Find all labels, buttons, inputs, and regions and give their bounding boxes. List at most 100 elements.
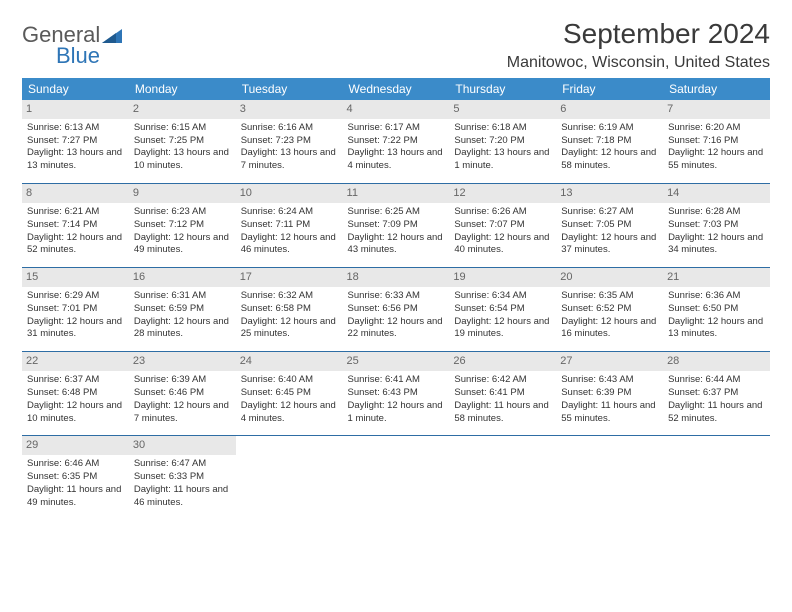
day-content: Sunrise: 6:37 AMSunset: 6:48 PMDaylight:…: [26, 374, 125, 425]
sunrise-text: Sunrise: 6:33 AM: [348, 290, 445, 303]
sunset-text: Sunset: 7:09 PM: [348, 219, 445, 232]
sunrise-text: Sunrise: 6:18 AM: [454, 122, 551, 135]
sunset-text: Sunset: 6:37 PM: [668, 387, 765, 400]
daylight-text: Daylight: 13 hours and 4 minutes.: [348, 147, 445, 173]
daylight-text: Daylight: 12 hours and 25 minutes.: [241, 316, 338, 342]
sunrise-text: Sunrise: 6:19 AM: [561, 122, 658, 135]
sunset-text: Sunset: 6:35 PM: [27, 471, 124, 484]
daylight-text: Daylight: 12 hours and 4 minutes.: [241, 400, 338, 426]
sunset-text: Sunset: 6:33 PM: [134, 471, 231, 484]
day-number: 9: [129, 184, 236, 203]
day-cell: 29Sunrise: 6:46 AMSunset: 6:35 PMDayligh…: [22, 436, 129, 520]
daylight-text: Daylight: 13 hours and 13 minutes.: [27, 147, 124, 173]
sunset-text: Sunset: 7:22 PM: [348, 135, 445, 148]
daylight-text: Daylight: 11 hours and 49 minutes.: [27, 484, 124, 510]
daylight-text: Daylight: 12 hours and 7 minutes.: [134, 400, 231, 426]
header-tuesday: Tuesday: [236, 78, 343, 100]
day-content: Sunrise: 6:17 AMSunset: 7:22 PMDaylight:…: [347, 122, 446, 173]
day-number: 4: [343, 100, 450, 119]
daylight-text: Daylight: 12 hours and 43 minutes.: [348, 232, 445, 258]
calendar-page: General Blue September 2024 Manitowoc, W…: [0, 0, 792, 537]
sunrise-text: Sunrise: 6:15 AM: [134, 122, 231, 135]
sunset-text: Sunset: 6:58 PM: [241, 303, 338, 316]
day-number: 25: [343, 352, 450, 371]
sunset-text: Sunset: 6:52 PM: [561, 303, 658, 316]
sunrise-text: Sunrise: 6:26 AM: [454, 206, 551, 219]
sunrise-text: Sunrise: 6:37 AM: [27, 374, 124, 387]
day-number: 28: [663, 352, 770, 371]
day-cell: 11Sunrise: 6:25 AMSunset: 7:09 PMDayligh…: [343, 184, 450, 268]
week-row: 22Sunrise: 6:37 AMSunset: 6:48 PMDayligh…: [22, 352, 770, 436]
sunrise-text: Sunrise: 6:36 AM: [668, 290, 765, 303]
day-number: 24: [236, 352, 343, 371]
sunset-text: Sunset: 6:48 PM: [27, 387, 124, 400]
sunrise-text: Sunrise: 6:28 AM: [668, 206, 765, 219]
day-cell: 18Sunrise: 6:33 AMSunset: 6:56 PMDayligh…: [343, 268, 450, 352]
day-cell: 22Sunrise: 6:37 AMSunset: 6:48 PMDayligh…: [22, 352, 129, 436]
day-content: Sunrise: 6:44 AMSunset: 6:37 PMDaylight:…: [667, 374, 766, 425]
sunset-text: Sunset: 6:59 PM: [134, 303, 231, 316]
day-cell: 23Sunrise: 6:39 AMSunset: 6:46 PMDayligh…: [129, 352, 236, 436]
sunset-text: Sunset: 6:56 PM: [348, 303, 445, 316]
sunset-text: Sunset: 7:07 PM: [454, 219, 551, 232]
day-content: Sunrise: 6:26 AMSunset: 7:07 PMDaylight:…: [453, 206, 552, 257]
day-number: 7: [663, 100, 770, 119]
daylight-text: Daylight: 11 hours and 52 minutes.: [668, 400, 765, 426]
calendar-body: 1Sunrise: 6:13 AMSunset: 7:27 PMDaylight…: [22, 100, 770, 519]
day-content: Sunrise: 6:31 AMSunset: 6:59 PMDaylight:…: [133, 290, 232, 341]
day-number: 27: [556, 352, 663, 371]
sunrise-text: Sunrise: 6:42 AM: [454, 374, 551, 387]
day-cell: 16Sunrise: 6:31 AMSunset: 6:59 PMDayligh…: [129, 268, 236, 352]
day-content: Sunrise: 6:27 AMSunset: 7:05 PMDaylight:…: [560, 206, 659, 257]
day-cell: 28 Sunrise: 6:44 AMSunset: 6:37 PMDayligh…: [663, 352, 770, 436]
day-cell: 15Sunrise: 6:29 AMSunset: 7:01 PMDayligh…: [22, 268, 129, 352]
day-cell: 24Sunrise: 6:40 AMSunset: 6:45 PMDayligh…: [236, 352, 343, 436]
day-content: Sunrise: 6:43 AMSunset: 6:39 PMDaylight:…: [560, 374, 659, 425]
daylight-text: Daylight: 11 hours and 46 minutes.: [134, 484, 231, 510]
day-content: Sunrise: 6:13 AMSunset: 7:27 PMDaylight:…: [26, 122, 125, 173]
sunset-text: Sunset: 6:43 PM: [348, 387, 445, 400]
sunrise-text: Sunrise: 6:44 AM: [668, 374, 765, 387]
sunrise-text: Sunrise: 6:17 AM: [348, 122, 445, 135]
daylight-text: Daylight: 13 hours and 10 minutes.: [134, 147, 231, 173]
daylight-text: Daylight: 12 hours and 22 minutes.: [348, 316, 445, 342]
sunrise-text: Sunrise: 6:13 AM: [27, 122, 124, 135]
daylight-text: Daylight: 12 hours and 49 minutes.: [134, 232, 231, 258]
day-cell: 17Sunrise: 6:32 AMSunset: 6:58 PMDayligh…: [236, 268, 343, 352]
day-cell: 7 Sunrise: 6:20 AMSunset: 7:16 PMDaylight…: [663, 100, 770, 184]
day-content: Sunrise: 6:24 AMSunset: 7:11 PMDaylight:…: [240, 206, 339, 257]
week-row: 29Sunrise: 6:46 AMSunset: 6:35 PMDayligh…: [22, 436, 770, 520]
sunset-text: Sunset: 7:20 PM: [454, 135, 551, 148]
day-cell: 10 Sunrise: 6:24 AMSunset: 7:11 PMDayligh…: [236, 184, 343, 268]
sunrise-text: Sunrise: 6:21 AM: [27, 206, 124, 219]
calendar-table: Sunday Monday Tuesday Wednesday Thursday…: [22, 78, 770, 519]
day-content: Sunrise: 6:20 AMSunset: 7:16 PMDaylight:…: [667, 122, 766, 173]
day-number: 10: [236, 184, 343, 203]
day-number: 12: [449, 184, 556, 203]
day-number: 13: [556, 184, 663, 203]
sunset-text: Sunset: 7:01 PM: [27, 303, 124, 316]
day-header-row: Sunday Monday Tuesday Wednesday Thursday…: [22, 78, 770, 100]
day-number: 2: [129, 100, 236, 119]
sunset-text: Sunset: 7:05 PM: [561, 219, 658, 232]
sunset-text: Sunset: 6:41 PM: [454, 387, 551, 400]
sunrise-text: Sunrise: 6:24 AM: [241, 206, 338, 219]
day-number: 8: [22, 184, 129, 203]
sunset-text: Sunset: 7:18 PM: [561, 135, 658, 148]
day-number: 6: [556, 100, 663, 119]
day-number: 15: [22, 268, 129, 287]
week-row: 8 Sunrise: 6:21 AMSunset: 7:14 PM Daylight…: [22, 184, 770, 268]
sunrise-text: Sunrise: 6:27 AM: [561, 206, 658, 219]
day-number: 26: [449, 352, 556, 371]
day-cell: [449, 436, 556, 520]
sunset-text: Sunset: 7:14 PM: [27, 219, 124, 232]
day-cell: 5Sunrise: 6:18 AMSunset: 7:20 PMDaylight…: [449, 100, 556, 184]
day-cell: 30Sunrise: 6:47 AMSunset: 6:33 PMDayligh…: [129, 436, 236, 520]
sunrise-text: Sunrise: 6:29 AM: [27, 290, 124, 303]
header-wednesday: Wednesday: [343, 78, 450, 100]
sunrise-text: Sunrise: 6:47 AM: [134, 458, 231, 471]
daylight-text: Daylight: 12 hours and 46 minutes.: [241, 232, 338, 258]
day-cell: 26Sunrise: 6:42 AMSunset: 6:41 PMDayligh…: [449, 352, 556, 436]
day-content: Sunrise: 6:19 AMSunset: 7:18 PMDaylight:…: [560, 122, 659, 173]
day-number: 19: [449, 268, 556, 287]
